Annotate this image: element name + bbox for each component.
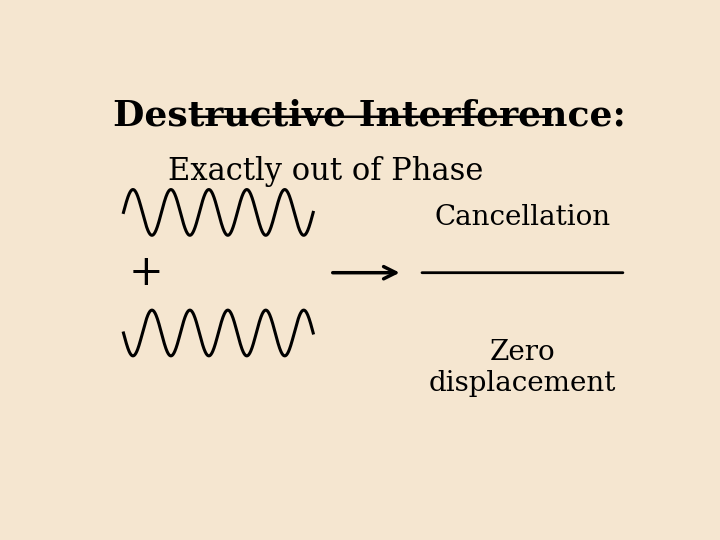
- Text: Zero
displacement: Zero displacement: [429, 339, 616, 397]
- Text: Exactly out of Phase: Exactly out of Phase: [168, 156, 484, 187]
- Text: Destructive Interference:: Destructive Interference:: [112, 98, 626, 132]
- Text: +: +: [128, 252, 163, 294]
- Text: Cancellation: Cancellation: [434, 204, 611, 231]
